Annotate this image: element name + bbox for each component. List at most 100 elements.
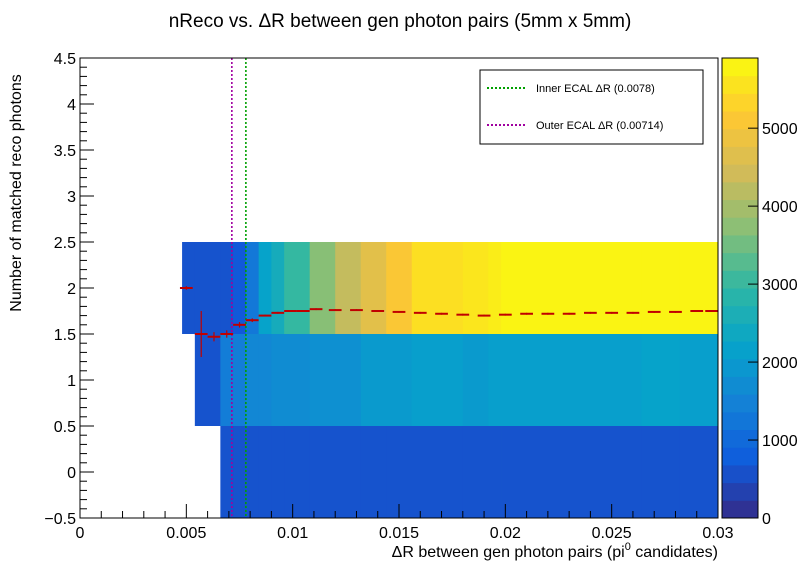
- y-tick-label: 4: [67, 97, 76, 114]
- heatmap-cell: [462, 334, 489, 426]
- color-scale-band: [722, 75, 758, 94]
- color-scale-band: [722, 323, 758, 342]
- heatmap-cell: [679, 242, 719, 334]
- heatmap-cell: [284, 242, 311, 334]
- y-axis-label: Number of matched reco photons: [8, 74, 25, 311]
- color-scale-band: [722, 181, 758, 201]
- heatmap-cell: [233, 242, 247, 334]
- heatmap-cell: [245, 334, 260, 426]
- color-scale-band: [722, 128, 758, 147]
- heatmap-cell: [309, 426, 336, 518]
- heatmap-cell: [233, 426, 247, 518]
- color-scale-band: [722, 234, 758, 254]
- y-tick-label: 0: [67, 465, 76, 482]
- heatmap-cell: [194, 242, 221, 334]
- heatmap-cell: [386, 334, 413, 426]
- x-tick-label: 0.015: [379, 525, 419, 542]
- heatmap-cell: [411, 334, 464, 426]
- heatmap-cell: [501, 334, 642, 426]
- heatmap-cell: [488, 334, 502, 426]
- heatmap-cell: [501, 242, 642, 334]
- heatmap-cell: [220, 426, 234, 518]
- color-scale-band: [722, 164, 758, 183]
- chart-title: nReco vs. ΔR between gen photon pairs (5…: [169, 11, 632, 32]
- color-scale-tick-label: 4000: [762, 199, 798, 216]
- heatmap-cell: [462, 242, 489, 334]
- color-scale-tick-label: 2000: [762, 355, 798, 372]
- heatmap-cell: [309, 242, 336, 334]
- color-scale-band: [722, 270, 758, 289]
- heatmap-cell: [284, 426, 311, 518]
- legend: Inner ECAL ΔR (0.0078) Outer ECAL ΔR (0.0…: [479, 69, 704, 145]
- heatmap-cell: [335, 242, 362, 334]
- color-scale-tick-label: 1000: [762, 433, 798, 450]
- x-tick-label: 0.025: [592, 525, 632, 542]
- heatmap-cell: [641, 426, 681, 518]
- heatmap-cell: [309, 334, 336, 426]
- heatmap-cell: [679, 334, 719, 426]
- heatmap-cell: [462, 426, 489, 518]
- y-tick-label: 4.5: [54, 51, 76, 68]
- color-scale-frame: [721, 57, 759, 519]
- heatmap-cell: [245, 242, 260, 334]
- color-scale-band: [722, 376, 758, 395]
- color-scale-band: [722, 111, 758, 130]
- color-scale-band: [722, 464, 758, 484]
- heatmap-cell: [258, 242, 272, 334]
- x-axis-label-main: ΔR between gen photon pairs (pi: [392, 544, 625, 561]
- heatmap-cell: [220, 242, 234, 334]
- y-tick-label: 1.5: [54, 327, 76, 344]
- x-axis-label: ΔR between gen photon pairs (pi0 candida…: [392, 541, 718, 561]
- heatmap-cell: [245, 426, 260, 518]
- color-scale-band: [722, 429, 758, 448]
- reference-lines: [231, 58, 247, 518]
- profile-series: [179, 286, 718, 357]
- y-tick-label: 1: [67, 373, 76, 390]
- heatmap-cell: [220, 334, 234, 426]
- color-scale-band: [722, 482, 758, 501]
- x-axis-label-tail: candidates): [631, 544, 718, 561]
- y-tick-label: 3.5: [54, 143, 76, 160]
- color-scale-tick-label: 5000: [762, 121, 798, 138]
- color-scale-band: [722, 217, 758, 236]
- x-tick-label: 0: [76, 525, 85, 542]
- color-scale-band: [722, 93, 758, 112]
- heatmap-cell: [335, 334, 362, 426]
- y-tick-label: 0.5: [54, 419, 76, 436]
- y-tick-label: −0.5: [44, 511, 76, 528]
- heatmap-cell: [335, 426, 362, 518]
- heatmap-cell: [233, 334, 247, 426]
- heatmap-cell: [411, 426, 464, 518]
- color-scale-band: [722, 341, 758, 360]
- y-tick-label: 2.5: [54, 235, 76, 252]
- x-axis-label-sup: 0: [625, 541, 631, 553]
- legend-box: [479, 69, 704, 145]
- heatmap-cell: [411, 242, 464, 334]
- legend-entry-label: Inner ECAL ΔR (0.0078): [536, 83, 655, 95]
- heatmap-cell: [271, 242, 285, 334]
- color-scale-band: [722, 394, 758, 413]
- color-scale-band: [722, 252, 758, 271]
- heatmap-cell: [360, 426, 387, 518]
- y-tick-label: 2: [67, 281, 76, 298]
- x-tick-label: 0.02: [490, 525, 521, 542]
- legend-entry-label: Outer ECAL ΔR (0.00714): [536, 120, 663, 132]
- heatmap-cell: [386, 242, 413, 334]
- y-axis: −0.5 0 0.5 1 1.5 2 2.5 3 3.5 4 4.5: [44, 51, 94, 528]
- heatmap-cell: [271, 334, 285, 426]
- color-scale-band: [722, 411, 758, 431]
- color-scale-tick-label: 3000: [762, 277, 798, 294]
- color-scale-tick-label: 0: [762, 511, 771, 528]
- heatmap-cell: [194, 334, 221, 426]
- color-scale: 0 1000 2000 3000 4000 5000: [721, 57, 798, 528]
- heatmap-cells: [182, 242, 719, 518]
- heatmap-cell: [284, 334, 311, 426]
- heatmap-cell: [386, 426, 413, 518]
- x-tick-label: 0.01: [277, 525, 308, 542]
- x-tick-label: 0.03: [702, 525, 733, 542]
- heatmap-cell: [641, 334, 681, 426]
- heatmap-cell: [271, 426, 285, 518]
- color-scale-band: [722, 358, 758, 377]
- color-scale-band: [722, 58, 758, 77]
